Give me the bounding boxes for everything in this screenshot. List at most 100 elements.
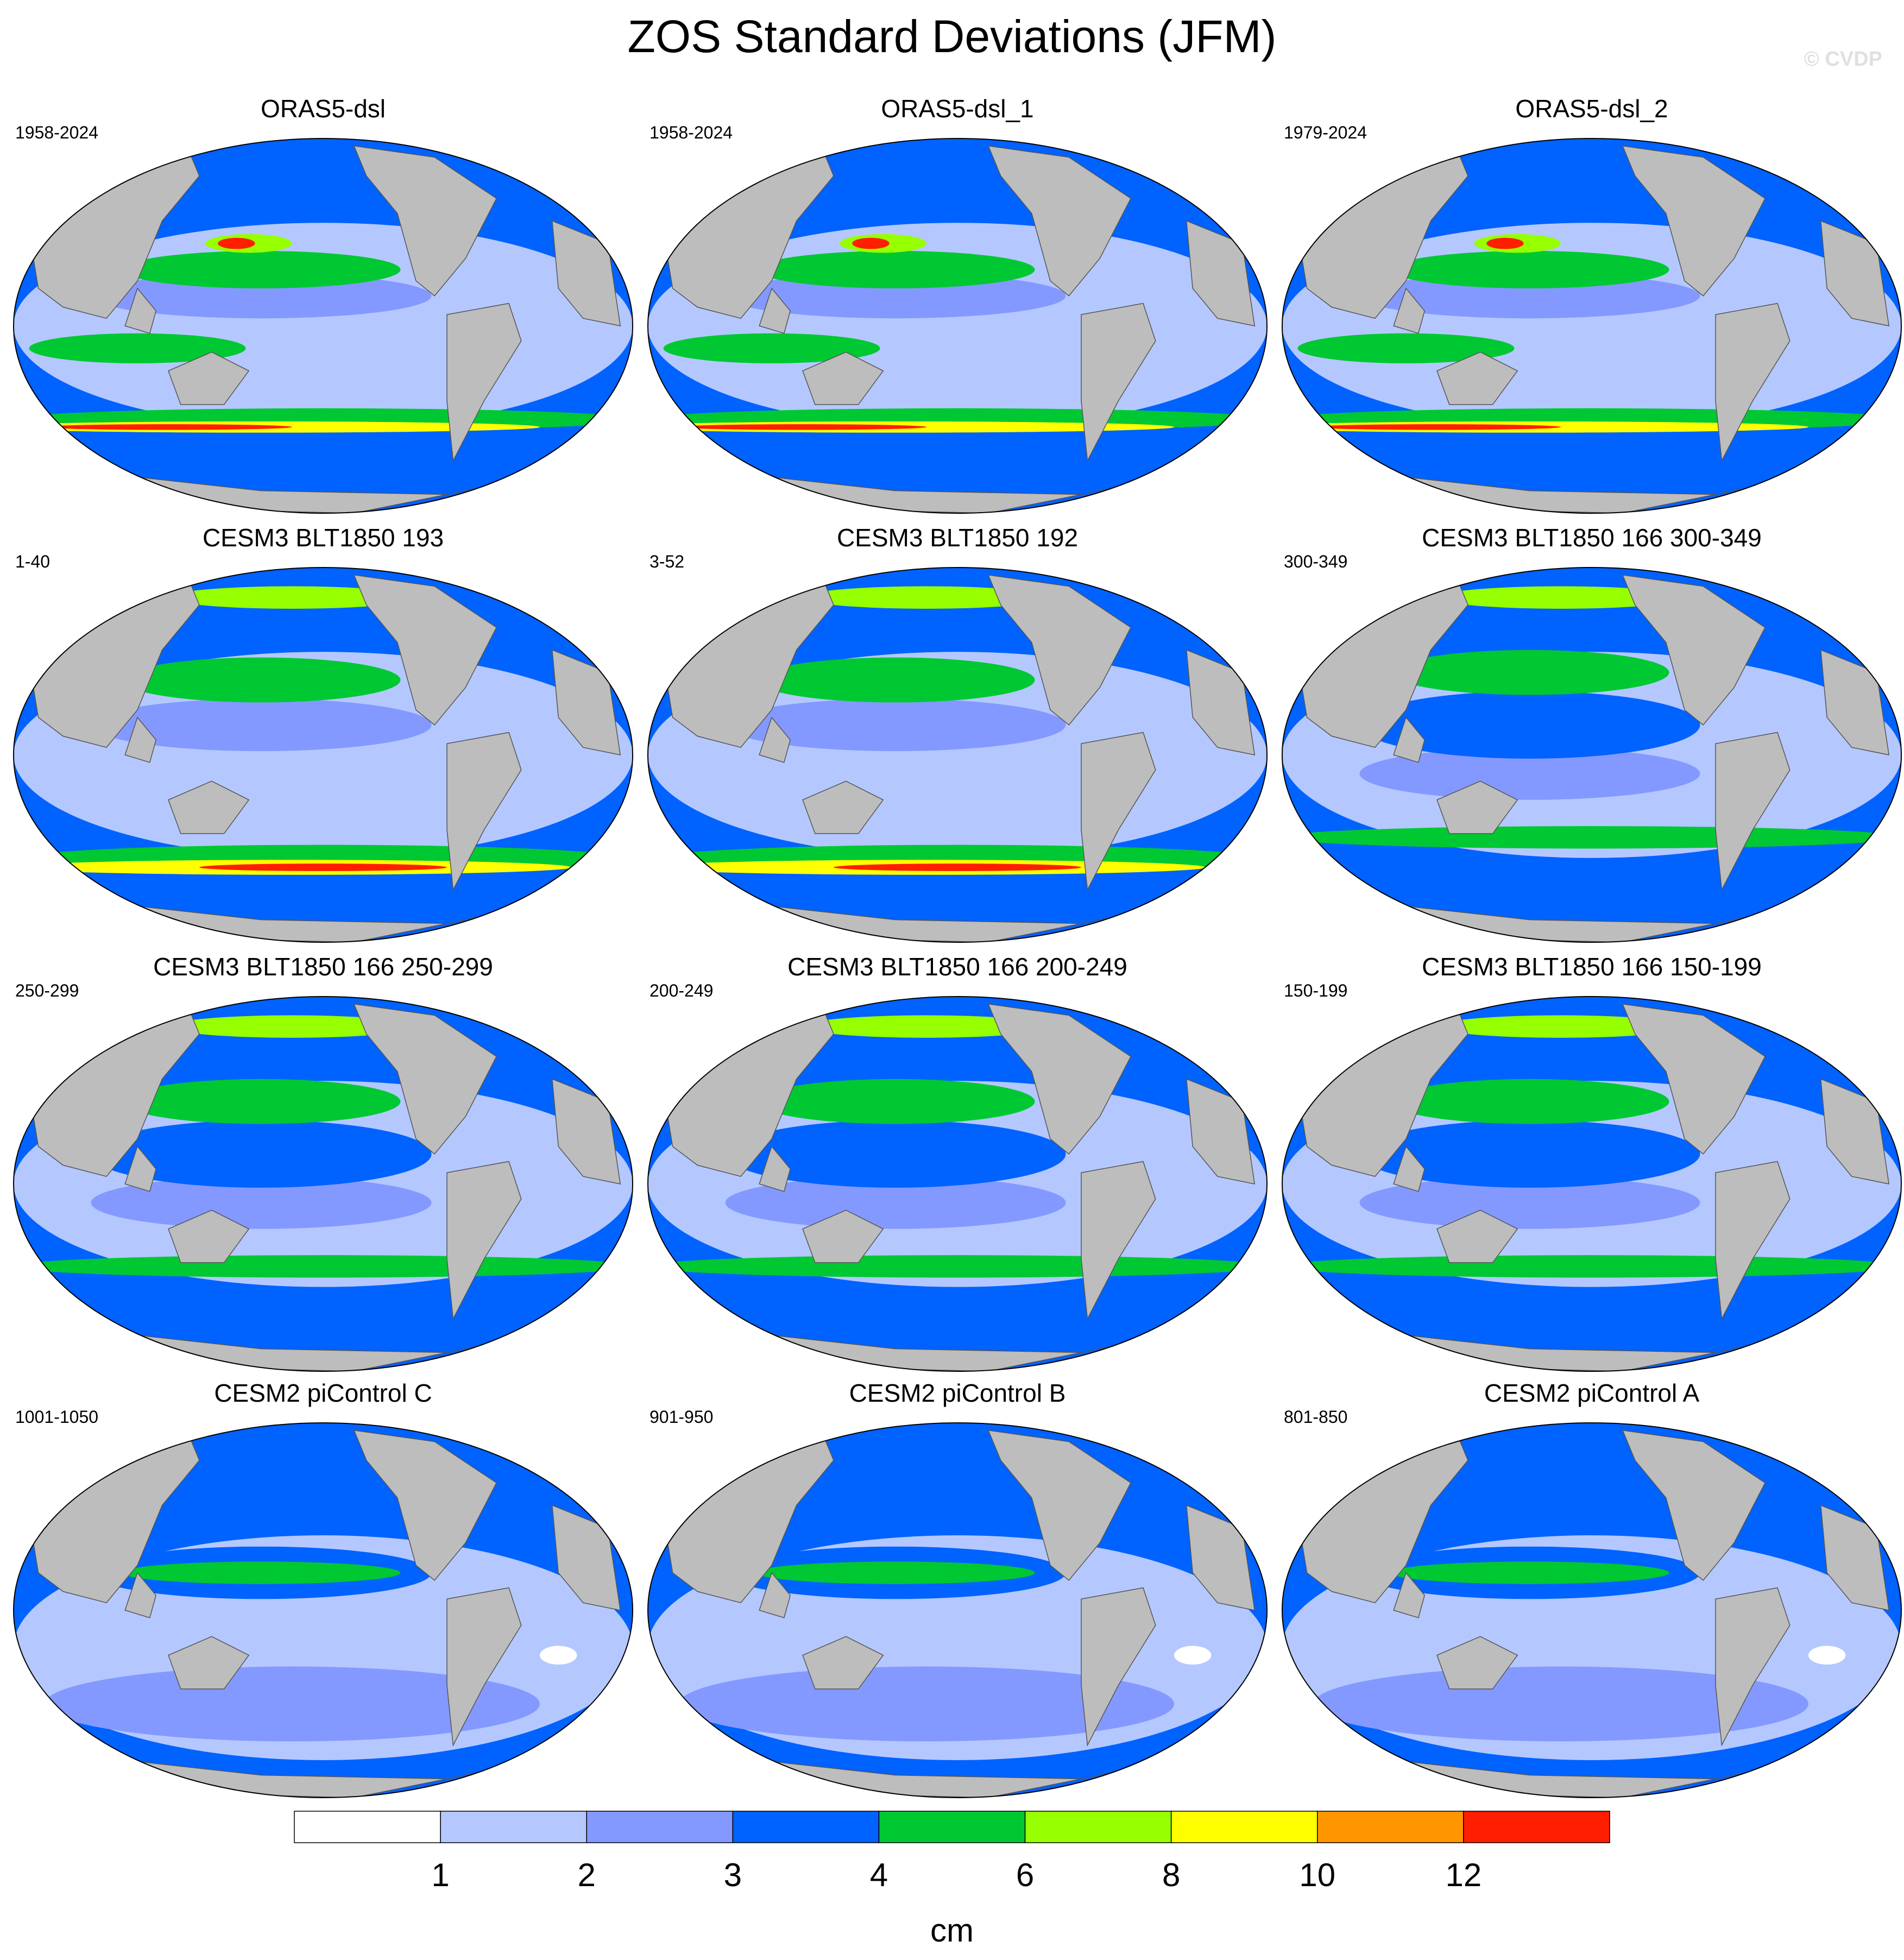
ocean-field bbox=[648, 1423, 1267, 1798]
field-band bbox=[1282, 1255, 1901, 1278]
field-band bbox=[45, 424, 292, 430]
land-mass bbox=[1081, 1587, 1156, 1747]
field-band bbox=[91, 1176, 432, 1229]
field-band bbox=[648, 1255, 1267, 1278]
land-mass bbox=[1813, 1445, 1871, 1476]
ocean-field bbox=[1282, 997, 1901, 1371]
main-title: ZOS Standard Deviations (JFM) bbox=[627, 11, 1277, 62]
field-band bbox=[1390, 650, 1669, 695]
panel-title: CESM3 BLT1850 166 150-199 bbox=[1422, 953, 1762, 981]
field-band bbox=[663, 333, 880, 363]
land-mass bbox=[1179, 1018, 1237, 1050]
field-band bbox=[1486, 237, 1524, 249]
colorbar-swatch bbox=[440, 1811, 587, 1843]
colorbar-tick-label: 1 bbox=[431, 1857, 449, 1893]
field-band bbox=[1359, 691, 1700, 759]
land-mass bbox=[759, 716, 791, 763]
panel-years: 1958-2024 bbox=[650, 123, 733, 142]
panel-title: CESM3 BLT1850 192 bbox=[836, 524, 1079, 552]
land-mass bbox=[1081, 732, 1156, 891]
map-outline bbox=[1282, 567, 1902, 943]
field-band bbox=[1390, 1079, 1669, 1124]
land-mass bbox=[987, 1429, 1132, 1581]
land-mass bbox=[545, 1018, 603, 1050]
land-mass bbox=[168, 1636, 250, 1690]
panel-years: 200-249 bbox=[650, 981, 714, 1000]
field-band bbox=[91, 273, 432, 319]
field-band bbox=[725, 1120, 1066, 1188]
field-band bbox=[1297, 333, 1515, 363]
land-mass bbox=[1813, 160, 1871, 192]
map-outline bbox=[1282, 138, 1902, 514]
panel-title: CESM3 BLT1850 166 250-299 bbox=[153, 953, 493, 981]
land-mass bbox=[1622, 1003, 1766, 1155]
panel-title: CESM2 piControl C bbox=[214, 1379, 432, 1407]
field-band bbox=[1390, 251, 1669, 288]
land-mass bbox=[168, 351, 250, 405]
field-band bbox=[1359, 273, 1700, 319]
ocean-field bbox=[14, 138, 633, 513]
field-band bbox=[168, 586, 416, 609]
panel-years: 3-52 bbox=[650, 552, 685, 571]
ocean-field bbox=[1282, 138, 1901, 513]
field-band bbox=[122, 251, 401, 288]
field-band bbox=[1808, 1646, 1846, 1665]
panel-title: ORAS5-dsl bbox=[260, 94, 386, 123]
colorbar: 1 2 3 4 6 8 10 12 cm bbox=[0, 1792, 1904, 1960]
land-mass bbox=[1179, 160, 1237, 192]
field-band bbox=[14, 1255, 633, 1278]
world-map bbox=[647, 1422, 1268, 1798]
land-mass bbox=[353, 574, 497, 726]
colorbar-swatch bbox=[294, 1811, 441, 1843]
map-outline bbox=[13, 996, 633, 1372]
map-outline bbox=[647, 1422, 1268, 1798]
ocean-field bbox=[1282, 1423, 1901, 1798]
field-band bbox=[1174, 1646, 1212, 1665]
land-mass bbox=[987, 145, 1132, 297]
colorbar-swatch bbox=[732, 1811, 880, 1843]
map-panel: CESM3 BLT1850 192 3-52 bbox=[640, 521, 1275, 950]
colorbar-swatch bbox=[1170, 1811, 1318, 1843]
land-mass bbox=[1813, 589, 1871, 621]
field-band bbox=[122, 1561, 401, 1584]
panel-years: 250-299 bbox=[15, 981, 79, 1000]
land-mass bbox=[802, 351, 884, 405]
map-outline bbox=[647, 996, 1268, 1372]
land-mass bbox=[1622, 574, 1766, 726]
land-mass bbox=[759, 1145, 791, 1192]
land-mass bbox=[124, 1572, 157, 1618]
field-band bbox=[1282, 826, 1901, 849]
map-outline bbox=[1282, 996, 1902, 1372]
ocean-field bbox=[648, 138, 1267, 513]
land-mass bbox=[446, 1161, 522, 1320]
land-mass bbox=[1179, 589, 1237, 621]
ocean-field bbox=[14, 1423, 633, 1798]
field-band bbox=[803, 586, 1050, 609]
map-outline bbox=[13, 567, 633, 943]
colorbar-swatch bbox=[878, 1811, 1026, 1843]
field-band bbox=[91, 698, 432, 752]
land-mass bbox=[353, 1429, 497, 1581]
land-mass bbox=[1622, 145, 1766, 297]
land-mass bbox=[1715, 732, 1790, 891]
land-mass bbox=[1715, 302, 1790, 462]
world-map bbox=[1282, 996, 1902, 1372]
field-band bbox=[679, 424, 926, 430]
panel-title: CESM3 BLT1850 193 bbox=[202, 524, 444, 552]
land-mass bbox=[168, 780, 250, 834]
panel-years: 901-950 bbox=[650, 1407, 714, 1427]
land-mass bbox=[124, 287, 157, 334]
land-mass bbox=[759, 287, 791, 334]
field-band bbox=[91, 1120, 432, 1188]
world-map bbox=[1282, 138, 1902, 514]
field-band bbox=[199, 864, 447, 871]
land-mass bbox=[1081, 302, 1156, 462]
world-map bbox=[13, 996, 633, 1372]
ocean-field bbox=[14, 997, 633, 1371]
map-outline bbox=[647, 138, 1268, 514]
world-map bbox=[13, 138, 633, 514]
land-mass bbox=[446, 302, 522, 462]
panel-title: CESM2 piControl A bbox=[1484, 1379, 1700, 1407]
field-band bbox=[756, 657, 1035, 703]
land-mass bbox=[1393, 1145, 1426, 1192]
